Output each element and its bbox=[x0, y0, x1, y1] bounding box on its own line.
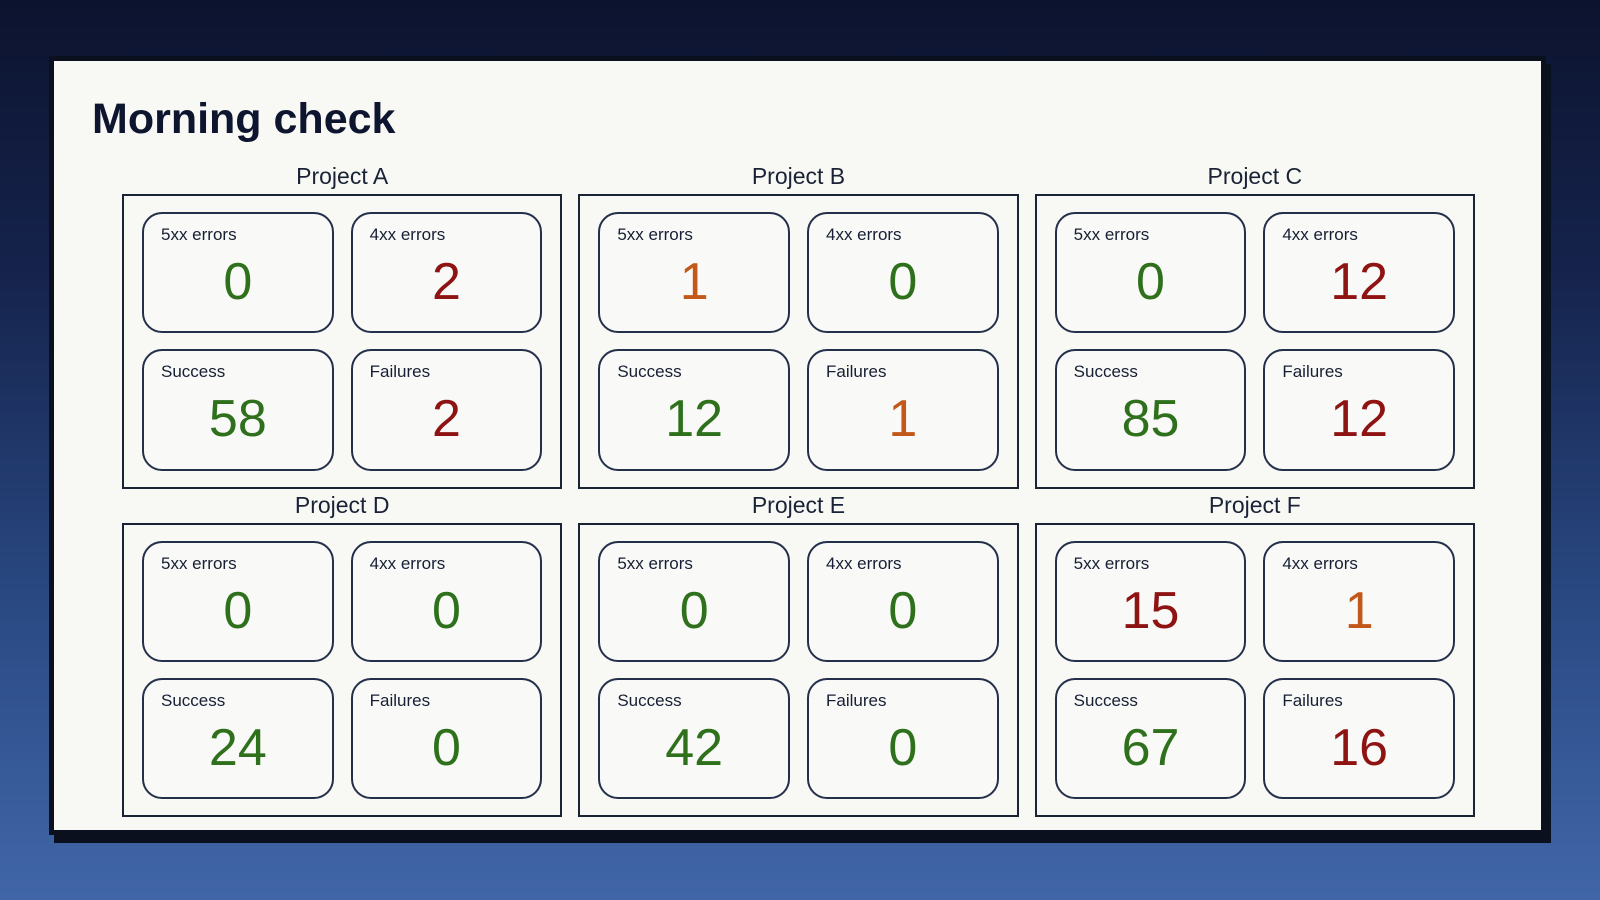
metric-value: 2 bbox=[432, 390, 461, 449]
metric-value: 0 bbox=[223, 253, 253, 312]
metric-label: Failures bbox=[825, 690, 887, 710]
project-box: 5xx errors 0 4xx errors 12 Success 85 Failures… bbox=[1034, 194, 1475, 489]
metric-value: 0 bbox=[679, 581, 709, 640]
metric-label: 5xx errors bbox=[617, 553, 693, 573]
metric-label: Failures bbox=[1282, 690, 1343, 710]
metric-label: Success bbox=[1073, 362, 1138, 382]
metric-card: 4xx errors 2 bbox=[350, 212, 543, 334]
metric-value: 0 bbox=[888, 253, 918, 312]
metric-card: Failures 16 bbox=[1263, 677, 1455, 799]
page-title: Morning check bbox=[92, 95, 396, 143]
metric-card: Success 42 bbox=[598, 677, 790, 799]
metric-card: 5xx errors 15 bbox=[1054, 540, 1247, 662]
metric-label: 5xx errors bbox=[161, 225, 237, 244]
metric-card: 5xx errors 1 bbox=[598, 212, 790, 334]
metric-label: 5xx errors bbox=[1073, 225, 1150, 244]
metric-card: Failures 12 bbox=[1263, 349, 1455, 471]
project-panel: Project F 5xx errors 15 4xx errors 1 Success 6… bbox=[1034, 491, 1475, 817]
metric-card: Success 12 bbox=[598, 349, 790, 471]
metric-card: 5xx errors 0 bbox=[142, 540, 334, 662]
project-title: Project F bbox=[1208, 491, 1301, 518]
metric-label: Failures bbox=[369, 362, 431, 382]
dashboard-panel: Morning check Project A 5xx errors 0 4xx er… bbox=[49, 56, 1546, 835]
metric-card: 5xx errors 0 bbox=[1054, 212, 1247, 334]
metric-value: 12 bbox=[665, 390, 724, 449]
metric-value: 0 bbox=[432, 581, 461, 640]
metric-value: 85 bbox=[1121, 390, 1180, 449]
metric-value: 0 bbox=[223, 581, 253, 640]
metric-card: 5xx errors 0 bbox=[142, 212, 334, 334]
metric-value: 58 bbox=[208, 390, 267, 449]
metric-card: Success 58 bbox=[142, 349, 334, 471]
project-panel: Project E 5xx errors 0 4xx errors 0 Success 42… bbox=[578, 491, 1019, 817]
metric-value: 24 bbox=[208, 718, 267, 777]
metric-value: 1 bbox=[679, 253, 709, 312]
metric-card: Success 67 bbox=[1054, 677, 1247, 799]
metric-card: 4xx errors 1 bbox=[1263, 540, 1455, 662]
metric-label: 4xx errors bbox=[369, 225, 446, 244]
metric-label: Failures bbox=[1282, 362, 1343, 382]
metric-card: Success 24 bbox=[142, 677, 334, 799]
project-box: 5xx errors 1 4xx errors 0 Success 12 Failures 1 bbox=[578, 194, 1019, 489]
metric-card: Failures 0 bbox=[350, 677, 543, 799]
metric-value: 16 bbox=[1330, 718, 1389, 777]
metric-label: 4xx errors bbox=[825, 225, 902, 244]
metric-value: 12 bbox=[1330, 253, 1389, 312]
project-box: 5xx errors 0 4xx errors 0 Success 42 Failures 0 bbox=[578, 522, 1019, 817]
project-panel: Project A 5xx errors 0 4xx errors 2 Success 58… bbox=[122, 162, 563, 489]
metric-label: 4xx errors bbox=[1282, 553, 1358, 573]
project-panel: Project B 5xx errors 1 4xx errors 0 Success 12… bbox=[578, 162, 1019, 489]
project-title: Project A bbox=[296, 163, 389, 189]
metric-value: 42 bbox=[665, 718, 724, 777]
metric-card: Success 85 bbox=[1054, 349, 1247, 471]
project-box: 5xx errors 0 4xx errors 2 Success 58 Failures 2 bbox=[122, 194, 563, 489]
projects-grid: Project A 5xx errors 0 4xx errors 2 Success 58… bbox=[122, 162, 1475, 817]
metric-card: Failures 2 bbox=[350, 349, 543, 471]
metric-value: 67 bbox=[1121, 718, 1180, 777]
metric-value: 0 bbox=[432, 718, 461, 777]
metric-label: Success bbox=[617, 690, 682, 710]
project-title: Project B bbox=[751, 163, 846, 189]
project-title: Project E bbox=[751, 491, 846, 518]
metric-label: Success bbox=[161, 690, 226, 710]
metric-label: 4xx errors bbox=[825, 553, 902, 573]
metric-label: 4xx errors bbox=[369, 553, 446, 573]
metric-card: Failures 0 bbox=[806, 677, 999, 799]
metric-label: 5xx errors bbox=[1073, 553, 1150, 573]
metric-label: Failures bbox=[825, 362, 887, 382]
metric-value: 0 bbox=[1136, 253, 1165, 312]
project-panel: Project D 5xx errors 0 4xx errors 0 Success 24… bbox=[122, 491, 563, 817]
metric-label: Success bbox=[617, 362, 682, 382]
metric-card: 4xx errors 0 bbox=[806, 540, 999, 662]
metric-value: 1 bbox=[1344, 581, 1374, 640]
project-title: Project D bbox=[294, 491, 390, 518]
metric-label: 4xx errors bbox=[1282, 225, 1358, 244]
metric-label: Failures bbox=[369, 690, 431, 710]
project-box: 5xx errors 0 4xx errors 0 Success 24 Failures 0 bbox=[122, 522, 563, 817]
metric-value: 1 bbox=[888, 390, 918, 449]
project-box: 5xx errors 15 4xx errors 1 Success 67 Failures… bbox=[1034, 522, 1475, 817]
metric-card: Failures 1 bbox=[806, 349, 999, 471]
metric-label: 5xx errors bbox=[617, 225, 693, 244]
metric-label: Success bbox=[161, 362, 226, 382]
metric-value: 15 bbox=[1121, 581, 1180, 640]
metric-card: 5xx errors 0 bbox=[598, 540, 790, 662]
project-title: Project C bbox=[1207, 163, 1303, 189]
metric-label: 5xx errors bbox=[161, 553, 237, 573]
metric-value: 12 bbox=[1330, 390, 1389, 449]
metric-card: 4xx errors 0 bbox=[350, 540, 543, 662]
metric-card: 4xx errors 12 bbox=[1263, 212, 1455, 334]
metric-card: 4xx errors 0 bbox=[806, 212, 999, 334]
project-panel: Project C 5xx errors 0 4xx errors 12 Success 8… bbox=[1034, 162, 1475, 489]
metric-value: 2 bbox=[432, 253, 461, 312]
metric-label: Success bbox=[1073, 690, 1138, 710]
metric-value: 0 bbox=[888, 718, 918, 777]
metric-value: 0 bbox=[888, 581, 918, 640]
